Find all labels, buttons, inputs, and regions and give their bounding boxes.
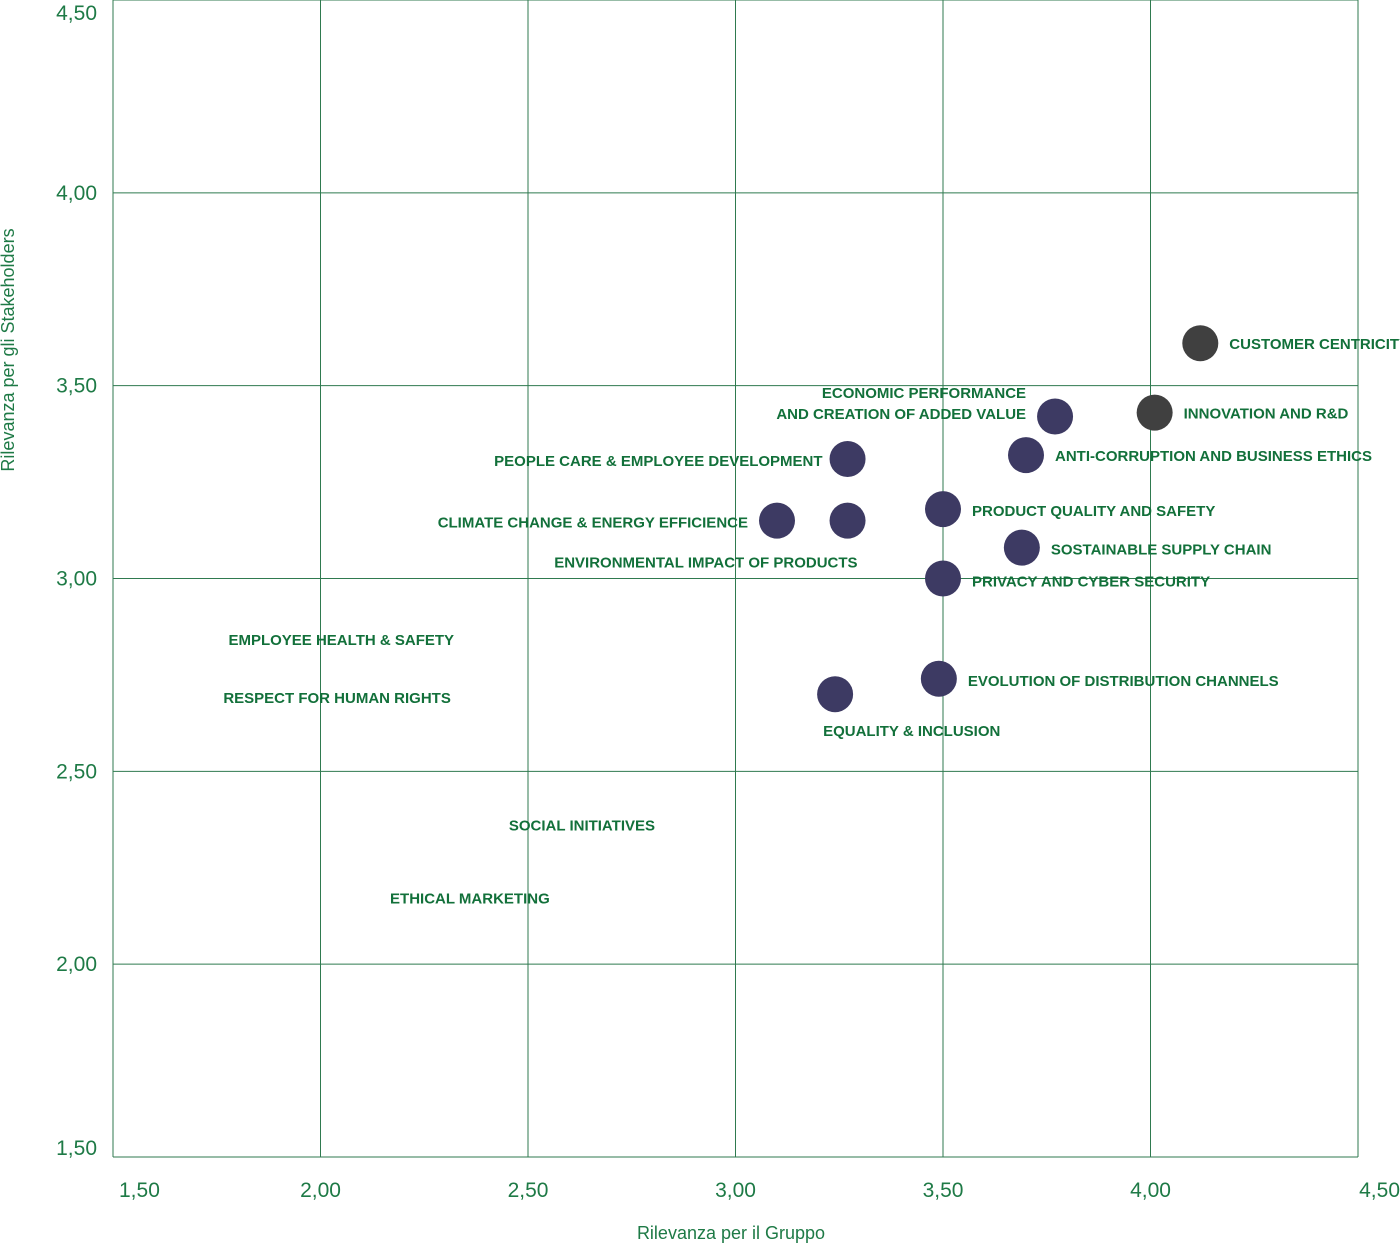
y-tick-label: 2,50	[56, 760, 97, 783]
y-tick-label: 3,00	[56, 568, 97, 591]
data-point	[925, 560, 961, 597]
point-labels: CUSTOMER CENTRICITY INNOVATION AND R&D ECO…	[223, 336, 1400, 907]
y-tick-label: 4,00	[56, 182, 97, 205]
unplotted-label: SOCIAL INITIATIVES	[509, 817, 655, 834]
x-tick-label: 4,00	[1130, 1179, 1171, 1202]
point-label: EQUALITY & INCLUSION	[823, 723, 1000, 740]
unplotted-label: RESPECT FOR HUMAN RIGHTS	[223, 690, 451, 707]
x-tick-label: 1,50	[119, 1179, 160, 1202]
x-axis-title: Rilevanza per il Gruppo	[637, 1223, 825, 1243]
data-point	[829, 502, 866, 539]
point-label: CUSTOMER CENTRICITY	[1229, 336, 1400, 353]
data-point	[759, 502, 795, 539]
data-point	[1037, 398, 1074, 435]
point-label: PEOPLE CARE & EMPLOYEE DEVELOPMENT	[494, 453, 822, 470]
unplotted-label: ETHICAL MARKETING	[390, 891, 550, 908]
data-points	[759, 325, 1219, 713]
unplotted-label: EMPLOYEE HEALTH & SAFETY	[228, 632, 454, 649]
highlight-data-point	[1136, 394, 1173, 431]
point-label: EVOLUTION OF DISTRIBUTION CHANNELS	[968, 673, 1279, 690]
point-label: AND CREATION OF ADDED VALUE	[776, 406, 1026, 423]
point-label: PRODUCT QUALITY AND SAFETY	[972, 503, 1215, 520]
data-point	[925, 491, 961, 528]
point-label: ENVIRONMENTAL IMPACT OF PRODUCTS	[554, 555, 857, 572]
point-label: CLIMATE CHANGE & ENERGY EFFICIENCE	[438, 515, 748, 532]
highlight-data-point	[1182, 325, 1219, 362]
data-point	[829, 440, 866, 477]
x-tick-label: 3,00	[715, 1179, 756, 1202]
data-point	[1008, 437, 1044, 474]
data-point	[920, 660, 957, 697]
point-label: INNOVATION AND R&D	[1184, 406, 1349, 423]
x-tick-label: 3,50	[923, 1179, 964, 1202]
data-point	[817, 676, 854, 713]
point-label: ECONOMIC PERFORMANCE	[822, 385, 1026, 402]
y-tick-label: 3,50	[56, 375, 97, 398]
y-tick-label: 4,50	[56, 2, 97, 25]
point-label: ANTI-CORRUPTION AND BUSINESS ETHICS	[1055, 448, 1372, 465]
point-label: SOSTAINABLE SUPPLY CHAIN	[1051, 542, 1272, 559]
data-point	[1003, 529, 1040, 566]
axis-ticks: 1,50 2,00 2,50 3,00 3,50 4,00 4,50 1,50 2,00 2,50…	[56, 2, 1400, 1202]
point-label: PRIVACY AND CYBER SECURITY	[972, 574, 1210, 591]
x-tick-label: 2,50	[508, 1179, 549, 1202]
y-axis-title: Rilevanza per gli Stakeholders	[0, 228, 18, 471]
y-tick-label: 2,00	[56, 953, 97, 976]
x-tick-label: 4,50	[1359, 1179, 1400, 1202]
y-tick-label: 1,50	[56, 1137, 97, 1160]
x-tick-label: 2,00	[300, 1179, 341, 1202]
